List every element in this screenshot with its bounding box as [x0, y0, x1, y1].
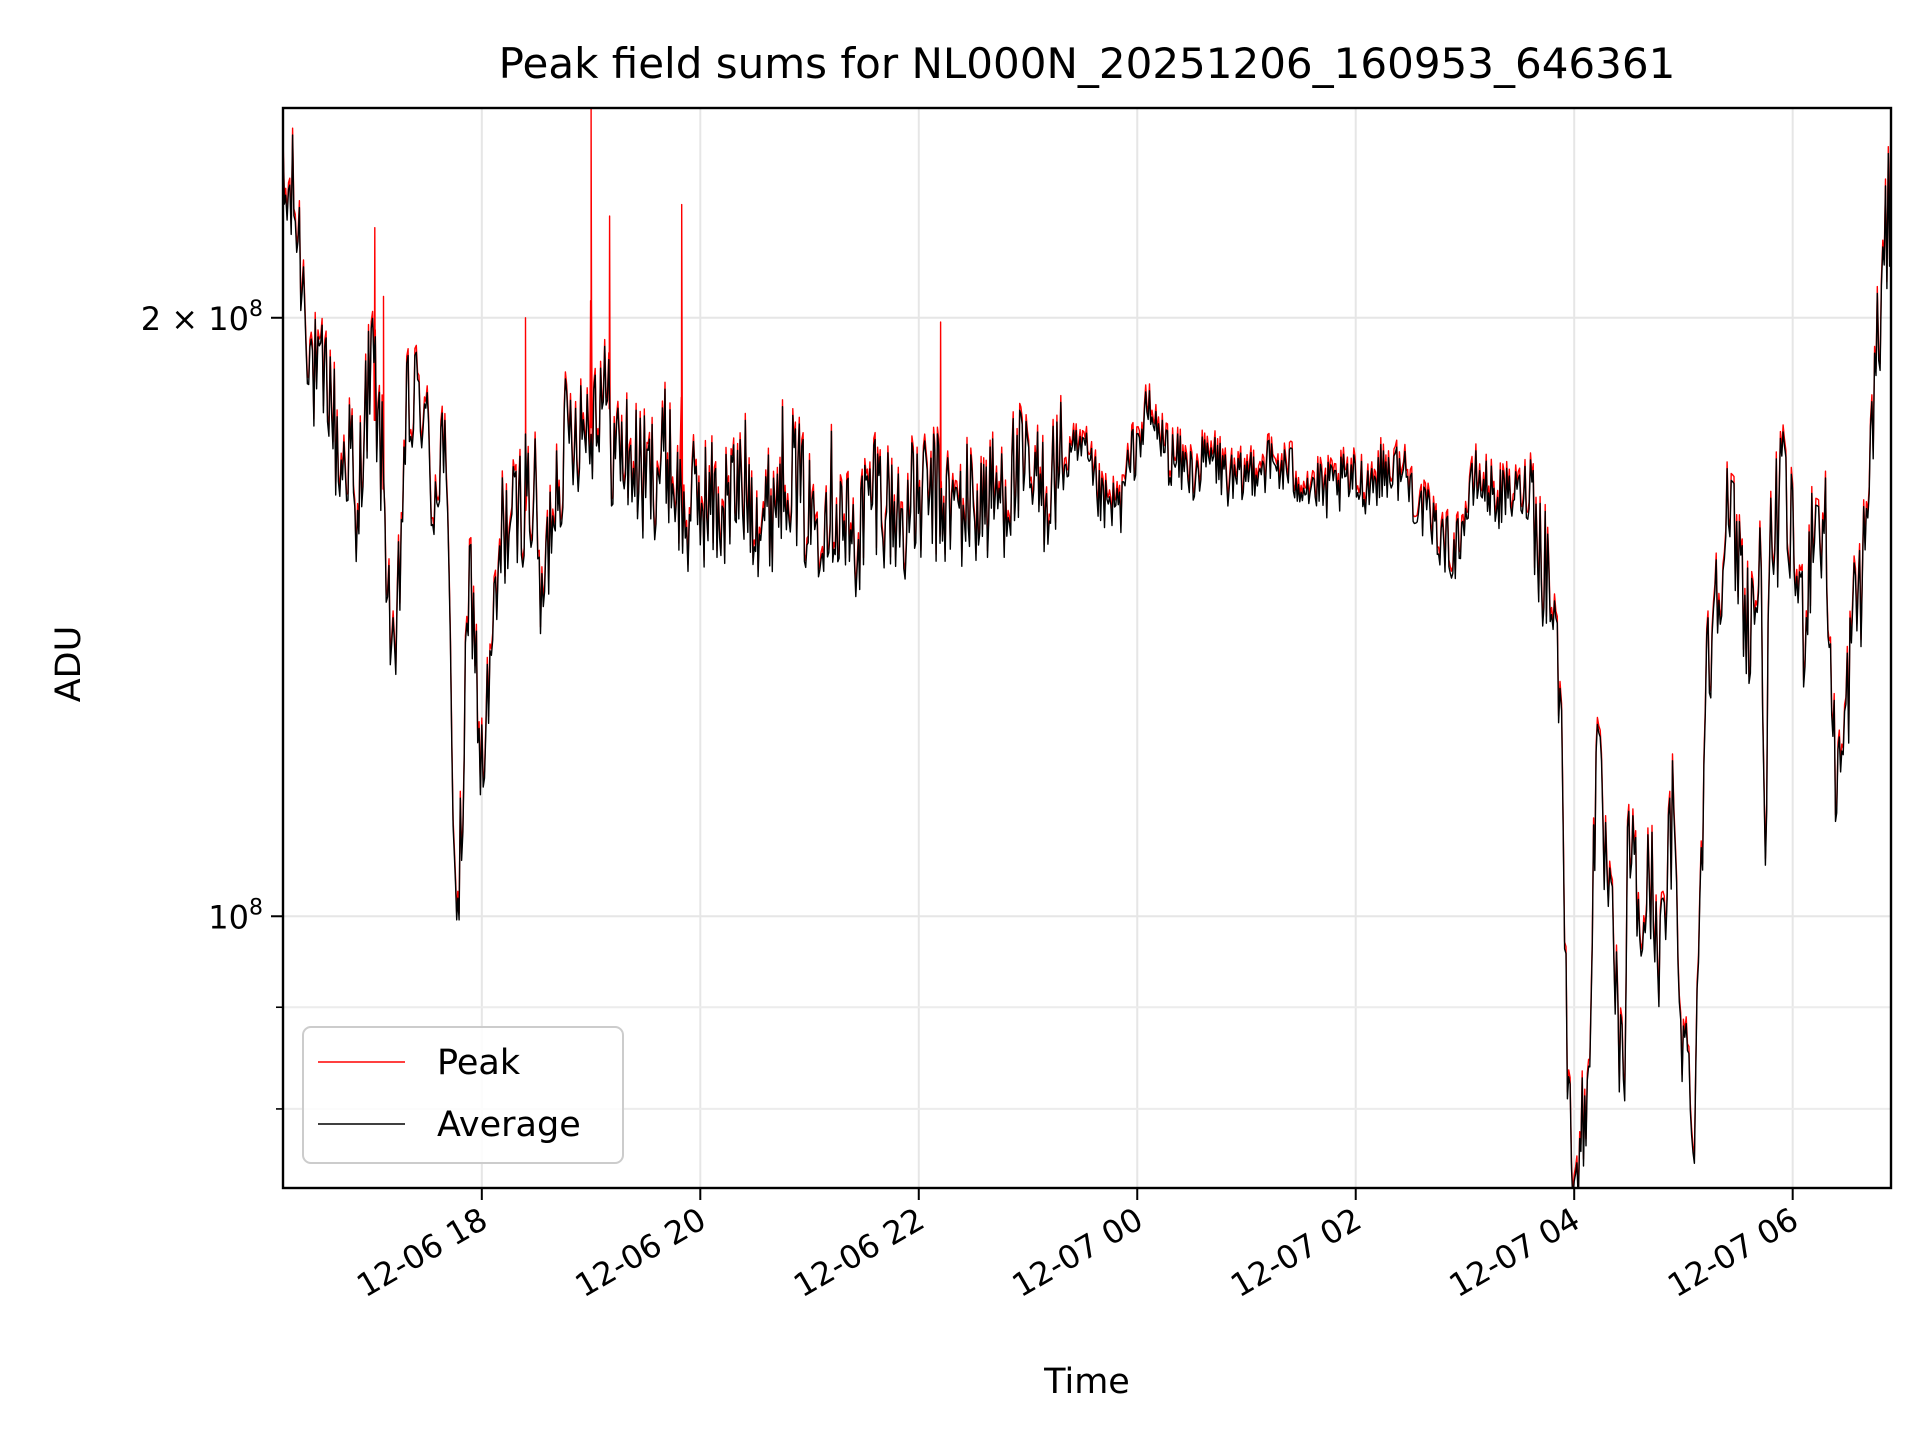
y-tick-label: 108 — [208, 895, 263, 936]
grid — [283, 108, 1891, 1188]
x-axis-label: Time — [1043, 1362, 1130, 1402]
plot-frame — [281, 106, 1893, 1190]
legend: Peak Average — [302, 1026, 624, 1164]
legend-box — [302, 1026, 624, 1164]
y-axis-label: ADU — [49, 626, 89, 703]
legend-average-label: Average — [437, 1105, 581, 1145]
legend-peak-label: Peak — [437, 1043, 521, 1083]
series-average-line — [283, 108, 1891, 1188]
chart-title: Peak field sums for NL000N_20251206_1609… — [499, 39, 1676, 88]
series-layer — [283, 108, 1891, 1188]
y-tick-label: 2 × 108 — [141, 297, 263, 338]
